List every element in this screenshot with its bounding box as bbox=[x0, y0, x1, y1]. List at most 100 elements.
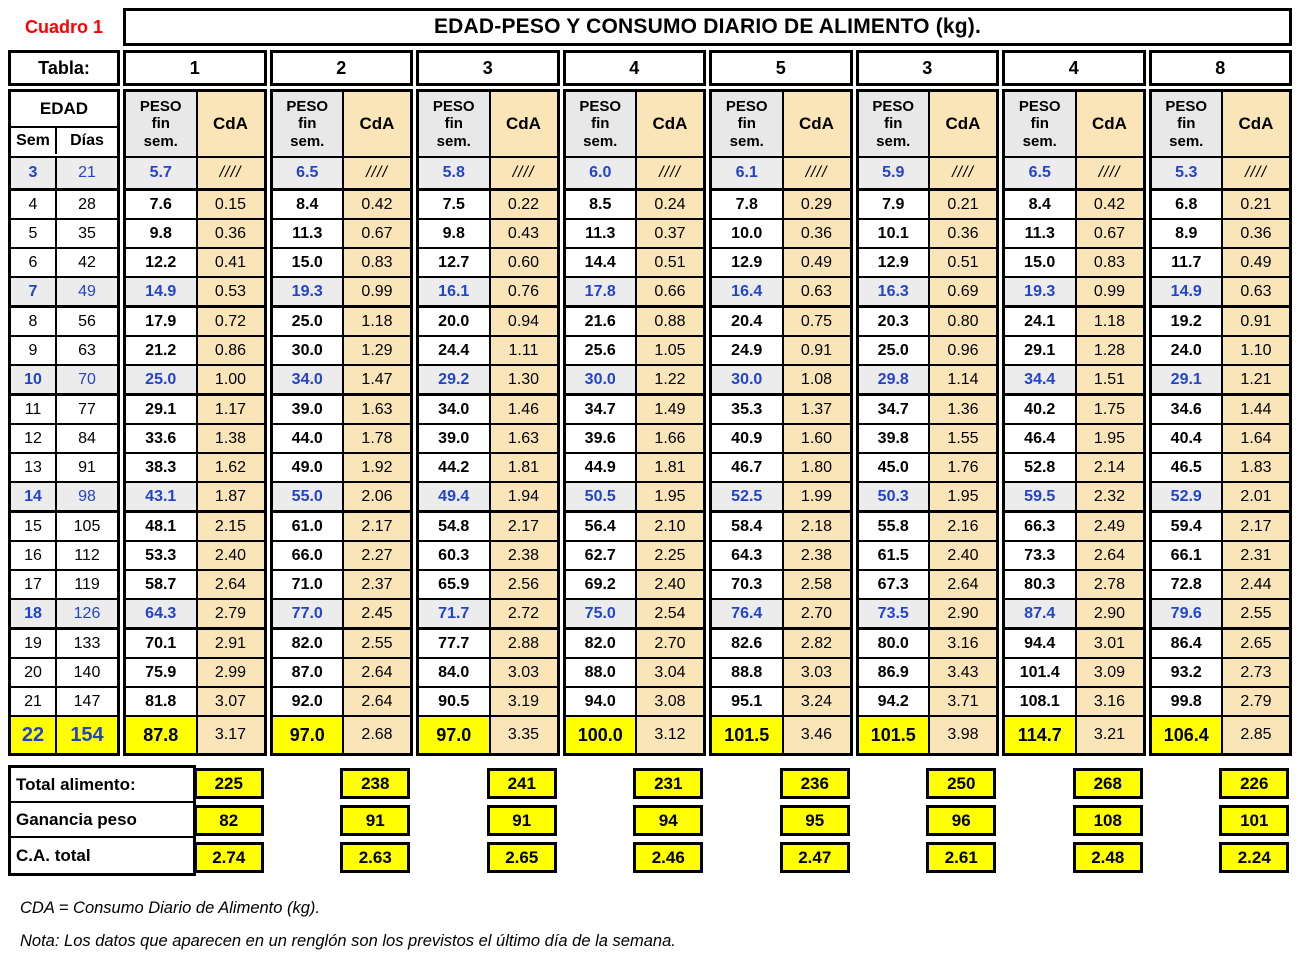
cda-value: 2.14 bbox=[1076, 454, 1143, 481]
cda-value: 3.09 bbox=[1076, 659, 1143, 686]
peso-value: 19.3 bbox=[1005, 278, 1077, 305]
cda-value: 3.71 bbox=[930, 688, 996, 715]
peso-value: 17.9 bbox=[126, 308, 198, 335]
data-row-sem-5: 11.3 0.67 bbox=[1005, 220, 1143, 249]
data-row-sem-3: 6.1//// bbox=[712, 158, 850, 191]
cda-value: 0.88 bbox=[637, 308, 703, 335]
sem-value: 6 bbox=[11, 249, 57, 276]
cda-value: 0.36 bbox=[930, 220, 996, 247]
peso-value: 75.0 bbox=[565, 600, 637, 627]
data-row-sem-22: 114.7 3.21 bbox=[1005, 717, 1143, 753]
peso-value: 92.0 bbox=[272, 688, 344, 715]
cda-value: 2.54 bbox=[637, 600, 703, 627]
data-row-sem-4: 8.4 0.42 bbox=[1005, 191, 1143, 220]
peso-value: 97.0 bbox=[272, 717, 344, 753]
cda-value: 0.80 bbox=[930, 308, 996, 335]
data-row-sem-19: 82.0 2.55 bbox=[272, 630, 410, 659]
cda-value: 3.08 bbox=[637, 688, 703, 715]
tabla-number-2: 2 bbox=[269, 50, 413, 86]
peso-value: 34.7 bbox=[565, 396, 637, 423]
data-row-sem-12: 40.4 1.64 bbox=[1151, 425, 1289, 454]
peso-column-header: PESO fin sem. bbox=[565, 92, 637, 156]
tabla-number-8: 8 bbox=[1148, 50, 1292, 86]
data-row-sem-8: 24.1 1.18 bbox=[1005, 308, 1143, 337]
cda-value: 3.43 bbox=[930, 659, 996, 686]
dias-value: 112 bbox=[74, 546, 100, 564]
peso-value: 34.0 bbox=[419, 396, 491, 423]
data-row-sem-7: 17.8 0.66 bbox=[565, 278, 703, 308]
edad-row-sem-7: 7 49 bbox=[11, 278, 117, 308]
tabla-number-3: 3 bbox=[416, 50, 560, 86]
peso-value: 64.3 bbox=[712, 542, 784, 569]
peso-value: 54.8 bbox=[419, 513, 491, 540]
cda-value: 2.64 bbox=[1076, 542, 1143, 569]
footnotes: CDA = Consumo Diario de Alimento (kg). N… bbox=[8, 892, 1292, 958]
edad-row-sem-10: 10 70 bbox=[11, 366, 117, 396]
peso-value: 30.0 bbox=[272, 337, 344, 364]
peso-value: 7.9 bbox=[858, 191, 930, 218]
peso-value: 6.8 bbox=[1151, 191, 1223, 218]
peso-value: 6.5 bbox=[1005, 158, 1077, 188]
cda-value: 0.21 bbox=[930, 191, 996, 218]
peso-value: 62.7 bbox=[565, 542, 637, 569]
data-row-sem-7: 16.1 0.76 bbox=[419, 278, 557, 308]
peso-value: 10.0 bbox=[712, 220, 784, 247]
data-row-sem-18: 87.4 2.90 bbox=[1005, 600, 1143, 630]
cda-value: 1.94 bbox=[490, 483, 557, 510]
peso-value: 71.7 bbox=[419, 600, 491, 627]
dias-value: 147 bbox=[73, 692, 101, 710]
peso-value: 11.3 bbox=[565, 220, 637, 247]
edad-rows: 3 21 4 28 5 35 6 42 7 49 8 56 9 63 10 70 11 77 12 84 13 91 14 9… bbox=[11, 158, 117, 753]
summary-label-2: Ganancia peso bbox=[11, 803, 193, 838]
peso-value: 33.6 bbox=[126, 425, 198, 452]
cda-value: 0.86 bbox=[197, 337, 264, 364]
summary-value-c-a--total-t7: 2.48 bbox=[1072, 842, 1143, 873]
data-row-sem-10: 30.0 1.22 bbox=[565, 366, 703, 396]
dias-value: 84 bbox=[78, 429, 96, 447]
data-row-sem-9: 30.0 1.29 bbox=[272, 337, 410, 366]
data-row-sem-11: 34.0 1.46 bbox=[419, 396, 557, 425]
dias-value: 133 bbox=[73, 634, 101, 652]
dias-value: 63 bbox=[78, 341, 96, 359]
peso-value: 46.4 bbox=[1005, 425, 1077, 452]
data-row-sem-21: 99.8 2.79 bbox=[1151, 688, 1289, 717]
cda-value: 3.19 bbox=[490, 688, 557, 715]
data-row-sem-13: 38.3 1.62 bbox=[126, 454, 264, 483]
spreadsheet-page: Cuadro 1 EDAD-PESO Y CONSUMO DIARIO DE A… bbox=[8, 0, 1292, 958]
sem-value: 3 bbox=[11, 158, 57, 188]
cda-column-header: CdA bbox=[344, 92, 410, 156]
summary-footer: Total alimento: Ganancia peso C.A. total 2… bbox=[8, 765, 1292, 876]
cda-value: 1.51 bbox=[1076, 366, 1143, 393]
cda-value: 0.60 bbox=[490, 249, 557, 276]
summary-value-total-alimento--t6: 250 bbox=[926, 768, 997, 799]
sem-value: 16 bbox=[11, 542, 57, 569]
data-row-sem-21: 81.8 3.07 bbox=[126, 688, 264, 717]
peso-value: 82.6 bbox=[712, 630, 784, 657]
peso-value: 43.1 bbox=[126, 483, 198, 510]
data-table-group-7: PESO fin sem. CdA 6.5////8.4 0.42 11.3 0.67 15… bbox=[1002, 89, 1146, 756]
dias-value: 49 bbox=[57, 278, 117, 305]
summary-labels-box: Total alimento: Ganancia peso C.A. total bbox=[8, 765, 196, 876]
cda-value: 3.21 bbox=[1076, 717, 1143, 753]
data-row-sem-16: 61.5 2.40 bbox=[858, 542, 996, 571]
peso-value: 108.1 bbox=[1005, 688, 1077, 715]
cda-value: 3.16 bbox=[1076, 688, 1143, 715]
peso-value: 17.8 bbox=[565, 278, 637, 305]
data-row-sem-6: 12.2 0.41 bbox=[126, 249, 264, 278]
summary-value-c-a--total-t6: 2.61 bbox=[926, 842, 997, 873]
cda-value: 1.55 bbox=[930, 425, 996, 452]
peso-value: 38.3 bbox=[126, 454, 198, 481]
peso-value: 101.5 bbox=[858, 717, 930, 753]
peso-value: 100.0 bbox=[565, 717, 637, 753]
summary-value-ganancia-peso-t5: 95 bbox=[779, 805, 850, 836]
cda-value: 2.85 bbox=[1223, 717, 1289, 753]
sem-value: 22 bbox=[11, 717, 57, 753]
data-row-sem-13: 52.8 2.14 bbox=[1005, 454, 1143, 483]
cda-value: 0.49 bbox=[783, 249, 850, 276]
peso-value: 6.0 bbox=[565, 158, 637, 188]
peso-value: 84.0 bbox=[419, 659, 491, 686]
peso-value: 65.9 bbox=[419, 571, 491, 598]
data-row-sem-4: 7.9 0.21 bbox=[858, 191, 996, 220]
peso-value: 44.9 bbox=[565, 454, 637, 481]
tabla-number-5: 5 bbox=[709, 50, 853, 86]
